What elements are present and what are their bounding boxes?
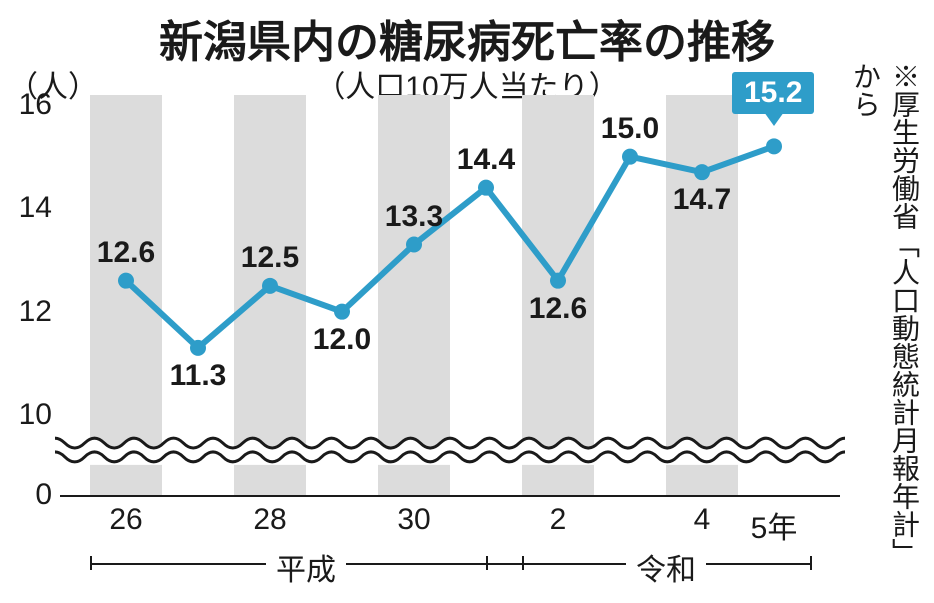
data-label: 13.3 bbox=[385, 200, 443, 234]
x-tick-label: 2 bbox=[550, 503, 567, 537]
data-label: 15.0 bbox=[601, 112, 659, 146]
source-note: ※厚生労働省「人口動態統計月報年計」から bbox=[846, 62, 924, 582]
data-label: 11.3 bbox=[170, 359, 227, 393]
highlight-arrow bbox=[764, 112, 784, 126]
era-label: 令和 bbox=[636, 545, 696, 589]
plot-area: 01012141612.611.312.512.013.314.412.615.… bbox=[60, 95, 840, 495]
y-tick-label: 12 bbox=[19, 295, 52, 329]
y-tick-label: 14 bbox=[19, 191, 52, 225]
y-tick-label: 0 bbox=[35, 478, 52, 512]
data-label: 12.0 bbox=[313, 323, 371, 357]
y-tick-label: 16 bbox=[19, 88, 52, 122]
data-label: 12.6 bbox=[97, 236, 155, 270]
era-label: 平成 bbox=[276, 545, 336, 589]
data-label: 14.4 bbox=[457, 143, 515, 177]
chart-title: 新潟県内の糖尿病死亡率の推移 bbox=[159, 6, 775, 70]
highlight-value: 15.2 bbox=[732, 72, 814, 114]
data-label: 14.7 bbox=[673, 183, 731, 217]
x-tick-label: 30 bbox=[397, 503, 430, 537]
line-series bbox=[60, 95, 840, 495]
data-label: 12.5 bbox=[241, 241, 299, 275]
y-tick-label: 10 bbox=[19, 398, 52, 432]
data-label: 12.6 bbox=[529, 292, 587, 326]
x-tick-label: 28 bbox=[253, 503, 286, 537]
era-row: 平成令和 bbox=[60, 545, 840, 585]
x-tick-label: 26 bbox=[109, 503, 142, 537]
x-tick-label: 5年 bbox=[751, 503, 798, 547]
x-axis bbox=[60, 495, 840, 497]
x-tick-label: 4 bbox=[694, 503, 711, 537]
